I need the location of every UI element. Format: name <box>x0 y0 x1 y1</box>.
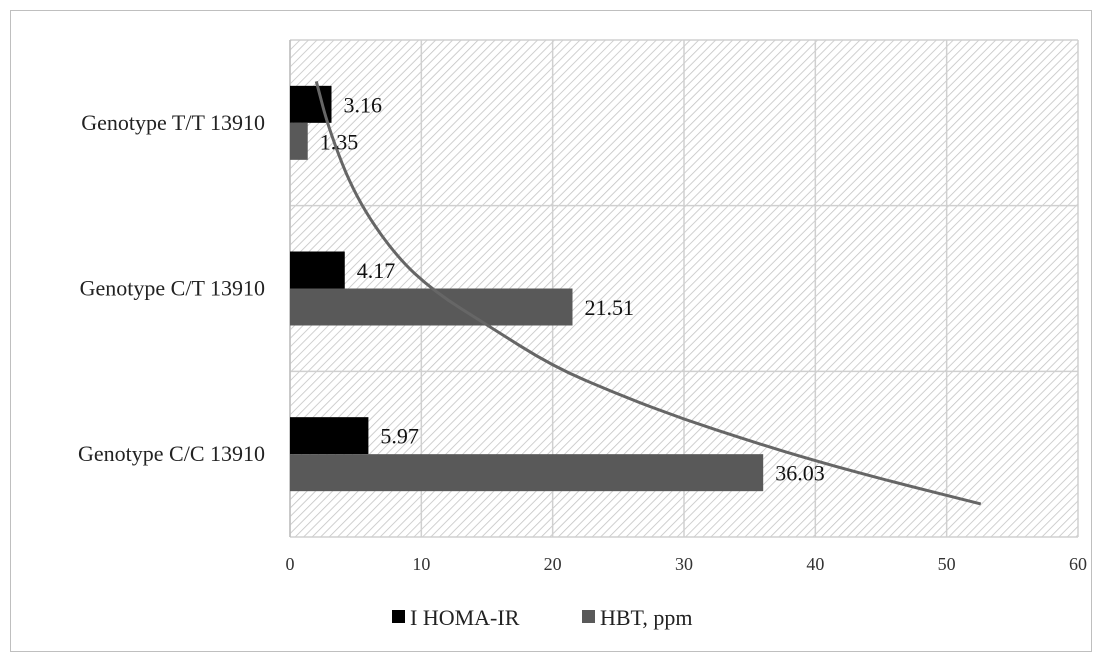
bars <box>290 85 764 492</box>
x-tick-label: 30 <box>675 554 693 574</box>
bar <box>290 251 345 289</box>
x-tick-label: 50 <box>938 554 956 574</box>
bar <box>290 454 764 492</box>
data-label: 21.51 <box>584 295 634 320</box>
bar <box>290 288 573 326</box>
category-labels: Genotype T/T 13910 Genotype C/T 13910 Geno… <box>78 110 265 466</box>
legend: I HOMA-IR HBT, ppm <box>392 605 692 630</box>
data-label: 36.03 <box>775 461 825 486</box>
tick-labels: 0 10 20 30 40 50 60 <box>286 554 1088 574</box>
category-label: Genotype T/T 13910 <box>81 110 265 135</box>
data-label: 4.17 <box>357 258 396 283</box>
x-tick-label: 20 <box>544 554 562 574</box>
x-tick-label: 0 <box>286 554 295 574</box>
x-tick-label: 10 <box>412 554 430 574</box>
category-label: Genotype C/T 13910 <box>80 276 265 301</box>
legend-label: I HOMA-IR <box>410 605 520 630</box>
x-tick-label: 60 <box>1069 554 1087 574</box>
category-label: Genotype C/C 13910 <box>78 441 265 466</box>
x-tick-label: 40 <box>806 554 824 574</box>
bar <box>290 122 308 160</box>
trendline <box>314 81 982 506</box>
legend-swatch <box>582 610 595 623</box>
legend-label: HBT, ppm <box>600 605 692 630</box>
legend-swatch <box>392 610 405 623</box>
data-label: 5.97 <box>380 424 419 449</box>
data-labels: 3.16 1.35 4.17 21.51 5.97 36.03 <box>320 92 825 485</box>
trendline-curve <box>314 81 982 506</box>
bar <box>290 417 369 455</box>
data-label: 3.16 <box>344 92 383 117</box>
data-label: 1.35 <box>320 129 359 154</box>
